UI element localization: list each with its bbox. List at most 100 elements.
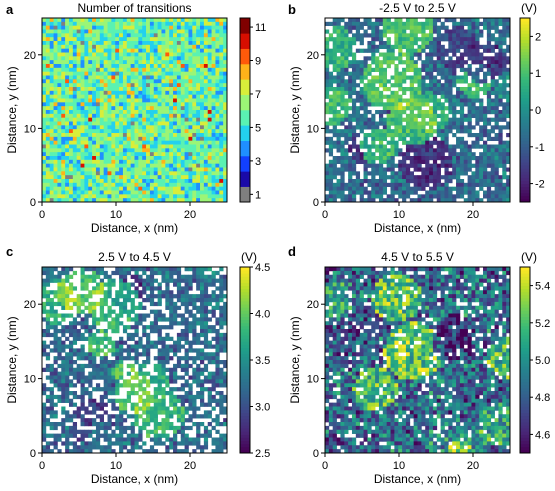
heatmap-cell [173, 67, 178, 73]
heatmap-cell [332, 90, 337, 96]
heatmap-cell [173, 182, 178, 188]
heatmap-cell [49, 60, 54, 65]
heatmap-cell [49, 186, 54, 191]
heatmap-cell [57, 198, 62, 203]
heatmap-cell [80, 18, 85, 23]
heatmap-cell [405, 64, 411, 69]
heatmap-cell [99, 313, 105, 318]
heatmap-cell [138, 98, 143, 103]
heatmap-cell [475, 163, 480, 168]
heatmap-cell [192, 21, 197, 27]
heatmap-cell [111, 110, 116, 115]
heatmap-cell [394, 102, 399, 107]
heatmap-cell [417, 182, 422, 188]
heatmap-cell [363, 167, 368, 172]
heatmap-cell [394, 125, 399, 130]
heatmap-cell [203, 159, 209, 165]
heatmap-cell [92, 317, 97, 322]
heatmap-cell [440, 106, 445, 111]
heatmap-cell [378, 18, 384, 23]
heatmap-cell [103, 156, 108, 161]
heatmap-cell [378, 179, 384, 184]
heatmap-cell [448, 64, 453, 69]
heatmap-cell [483, 129, 488, 134]
heatmap-cell [344, 159, 349, 165]
heatmap-cell [486, 44, 492, 50]
heatmap-cell [471, 190, 476, 195]
heatmap-cell [452, 175, 457, 180]
heatmap-cell [161, 48, 166, 53]
heatmap-cell [80, 367, 85, 372]
heatmap-cell [180, 41, 185, 46]
heatmap-cell [196, 121, 201, 126]
heatmap-cell [336, 144, 341, 149]
heatmap-cell [200, 129, 205, 134]
heatmap-cell [417, 129, 422, 134]
heatmap-cell [111, 144, 116, 149]
heatmap-cell [494, 152, 499, 157]
heatmap-cell [219, 136, 224, 142]
heatmap-cell [92, 25, 97, 30]
heatmap-cell [126, 94, 131, 99]
heatmap-cell [215, 125, 220, 130]
heatmap-cell [138, 29, 143, 34]
heatmap-cell [153, 125, 158, 130]
heatmap-cell [200, 152, 205, 157]
heatmap-cell [84, 71, 89, 76]
heatmap-cell [340, 144, 345, 149]
heatmap-cell [463, 37, 468, 42]
heatmap-cell [107, 33, 112, 38]
heatmap-cell [467, 175, 472, 180]
heatmap-cell [161, 83, 166, 88]
heatmap-cell [173, 44, 178, 50]
heatmap-cell [173, 133, 178, 138]
heatmap-cell [382, 18, 388, 23]
heatmap-cell [65, 278, 70, 283]
heatmap-cell [448, 190, 453, 195]
heatmap-cell [42, 33, 47, 38]
heatmap-cell [134, 133, 139, 138]
heatmap-cell [138, 117, 143, 122]
heatmap-cell [161, 71, 166, 76]
heatmap-cell [378, 94, 384, 99]
heatmap-cell [134, 48, 139, 53]
heatmap-cell [207, 56, 212, 61]
heatmap-cell [130, 194, 135, 199]
heatmap-cell [57, 148, 62, 153]
heatmap-cell [405, 33, 411, 38]
heatmap-cell [490, 106, 495, 111]
heatmap-cell [405, 117, 411, 122]
heatmap-cell [122, 37, 128, 42]
heatmap-cell [402, 179, 407, 184]
heatmap-cell [53, 60, 58, 65]
heatmap-cell [84, 379, 89, 384]
heatmap-cell [157, 194, 162, 199]
heatmap-cell [161, 140, 166, 145]
heatmap-cell [76, 406, 81, 411]
heatmap-cell [196, 110, 201, 115]
heatmap-cell [325, 163, 330, 168]
heatmap-cell [344, 133, 349, 138]
heatmap-cell [134, 140, 139, 145]
heatmap-cell [53, 136, 58, 142]
heatmap-cell [413, 159, 418, 165]
heatmap-cell [107, 379, 112, 384]
heatmap-cell [130, 75, 135, 80]
heatmap-cell [80, 286, 85, 291]
colorbar-segment [520, 70, 530, 74]
heatmap-cell [45, 121, 51, 126]
heatmap-cell [486, 102, 492, 107]
heatmap-cell [180, 29, 185, 34]
heatmap-cell [192, 179, 197, 184]
heatmap-cell [180, 37, 185, 42]
heatmap-cell [456, 56, 461, 61]
heatmap-cell [196, 179, 201, 184]
heatmap-cell [61, 33, 66, 38]
heatmap-cell [211, 52, 216, 57]
heatmap-cell [92, 64, 97, 69]
heatmap-cell [325, 136, 330, 142]
heatmap-cell [382, 171, 388, 176]
heatmap-cell [157, 75, 162, 80]
heatmap-cell [122, 125, 128, 130]
heatmap-cell [88, 194, 93, 199]
